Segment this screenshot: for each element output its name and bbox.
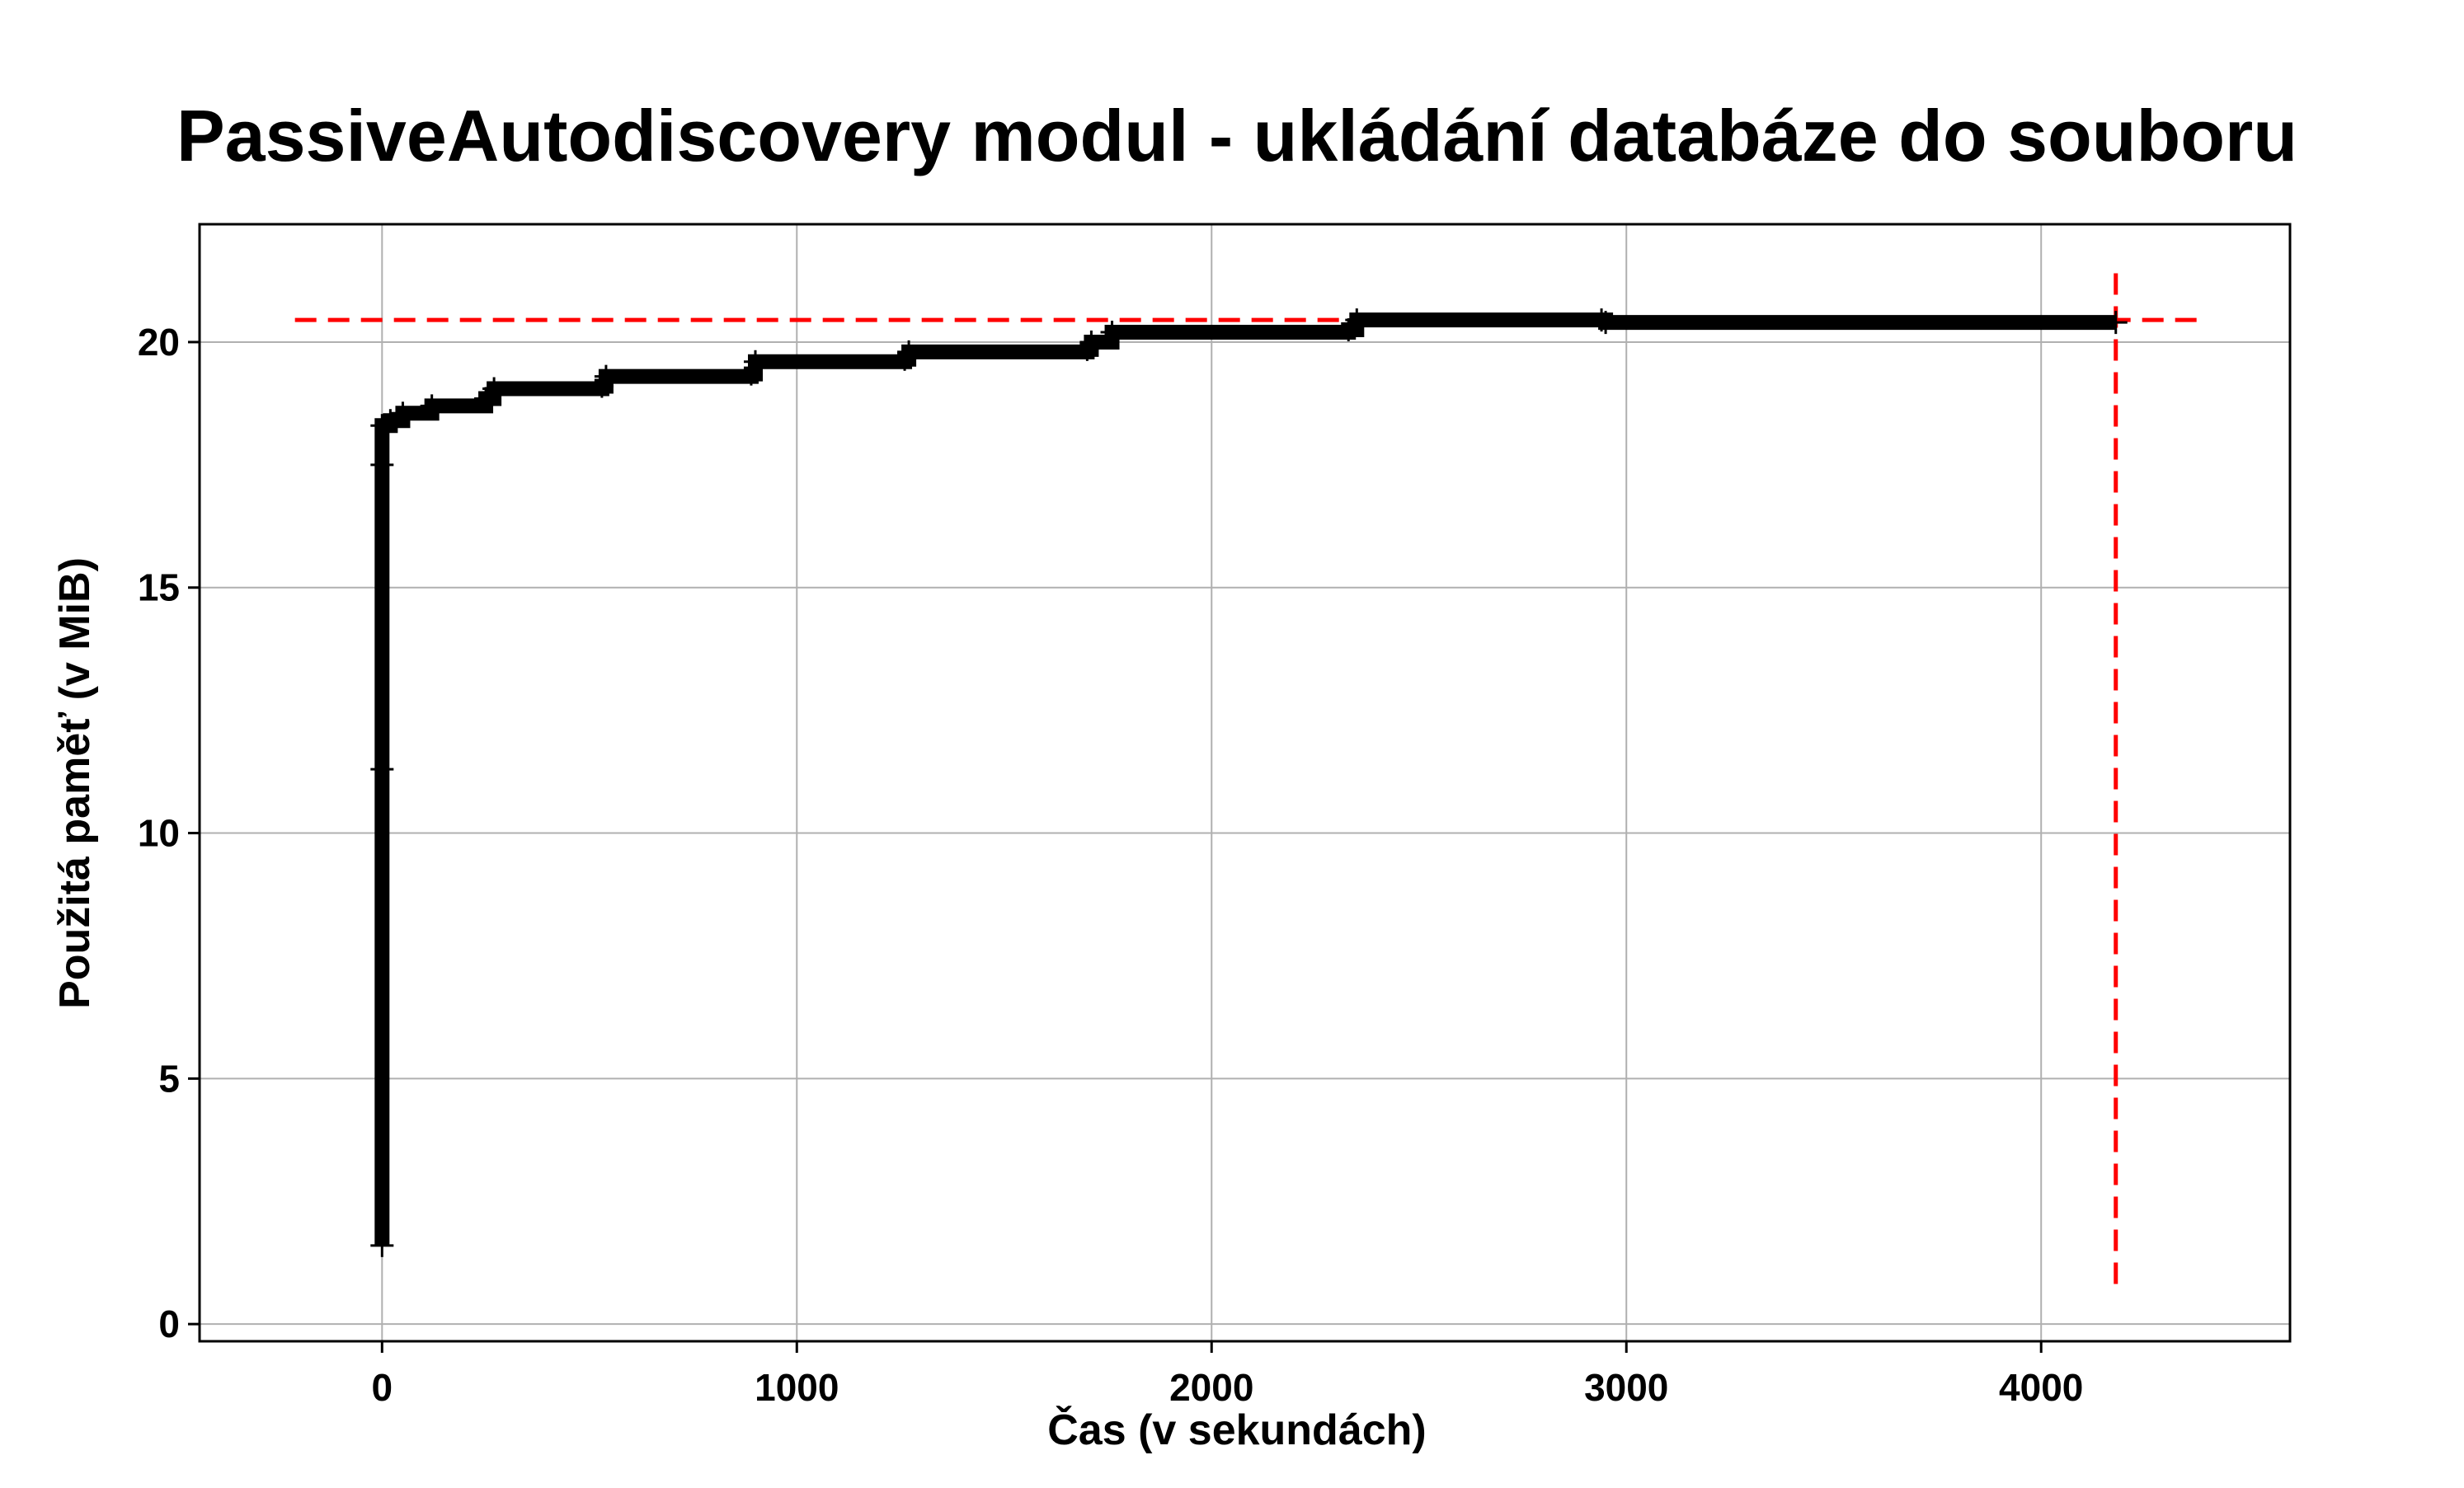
y-tick-label: 5 bbox=[158, 1057, 180, 1100]
x-tick-label: 3000 bbox=[1584, 1366, 1668, 1409]
series-point-marker bbox=[1590, 308, 1614, 332]
series-point-marker bbox=[391, 401, 415, 425]
chart-title: PassiveAutodiscovery modul - ukládání da… bbox=[176, 95, 2297, 176]
series-step-band bbox=[374, 312, 2116, 1246]
series-point-marker bbox=[594, 364, 618, 388]
y-axis-label: Použitá paměť (v MiB) bbox=[51, 557, 99, 1009]
series-point-marker bbox=[370, 758, 394, 782]
series-point-marker bbox=[590, 374, 614, 398]
series-point-marker bbox=[1079, 330, 1103, 354]
y-tick-label: 20 bbox=[138, 321, 180, 364]
data-series bbox=[370, 308, 2128, 1257]
series-point-marker bbox=[482, 377, 506, 401]
series-point-marker bbox=[897, 340, 921, 364]
plot-frame bbox=[198, 223, 2292, 1343]
x-axis-label: Čas (v sekundách) bbox=[1047, 1406, 1427, 1454]
x-tick-label: 4000 bbox=[1999, 1366, 2083, 1409]
series-point-marker bbox=[370, 453, 394, 476]
series-point-marker bbox=[370, 1233, 394, 1257]
y-tick-label: 15 bbox=[138, 566, 180, 609]
x-tick-label: 2000 bbox=[1169, 1366, 1253, 1409]
series-point-marker bbox=[1345, 308, 1369, 332]
series-point-marker bbox=[1100, 321, 1124, 345]
y-tick-label: 0 bbox=[158, 1303, 180, 1345]
axis-ticks: 0 1000 2000 3000 4000 0 5 10 15 20 bbox=[138, 321, 2084, 1409]
x-tick-label: 0 bbox=[372, 1366, 393, 1409]
series-point-marker bbox=[739, 362, 763, 386]
reference-lines bbox=[294, 273, 2199, 1290]
series-point-marker bbox=[743, 350, 767, 373]
series-point-marker bbox=[379, 409, 402, 433]
grid-lines bbox=[200, 224, 2290, 1341]
series-point-marker bbox=[1594, 311, 1618, 335]
y-tick-label: 10 bbox=[138, 812, 180, 855]
series-point-marker bbox=[2104, 311, 2128, 335]
x-tick-label: 1000 bbox=[755, 1366, 839, 1409]
series-point-marker bbox=[420, 394, 444, 418]
